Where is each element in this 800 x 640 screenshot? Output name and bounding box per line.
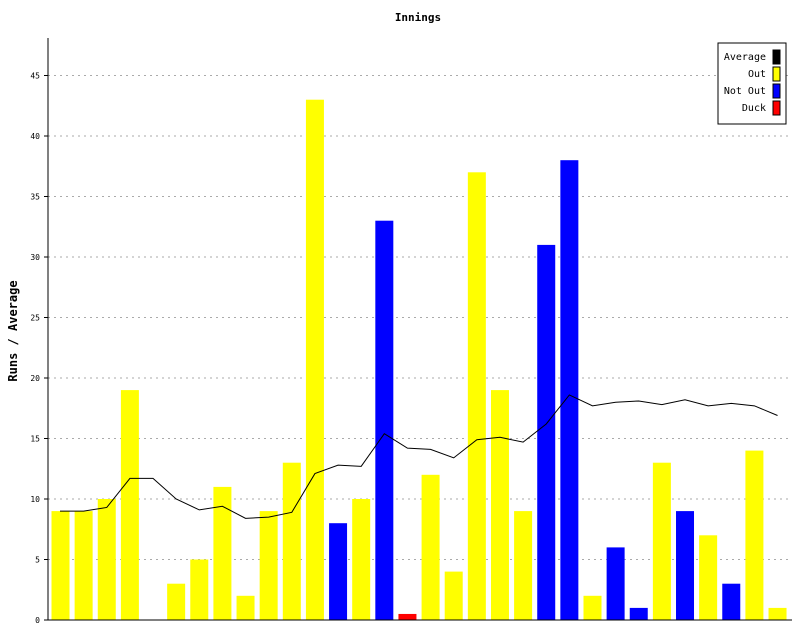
y-tick-label: 5 — [35, 556, 40, 565]
bar-out — [259, 511, 278, 620]
bar-not-out — [329, 523, 348, 620]
bar-not-out — [676, 511, 695, 620]
bar-out — [444, 571, 463, 620]
bar-not-out — [375, 220, 394, 620]
bar-not-out — [722, 583, 741, 620]
bar-out — [699, 535, 718, 620]
y-tick-label: 40 — [30, 132, 40, 141]
axes: 0 5 10 15 20 25 30 35 40 45 — [30, 38, 792, 625]
bar-out — [305, 99, 324, 620]
gridlines — [48, 75, 792, 560]
chart-title: Innings — [395, 11, 441, 24]
legend-label-out: Out — [748, 69, 766, 80]
bar-out — [282, 462, 301, 620]
bar-out — [236, 595, 255, 620]
bar-out — [768, 607, 787, 620]
bar-out — [120, 390, 139, 620]
y-tick-label: 0 — [35, 616, 40, 625]
legend-label-average: Average — [724, 52, 766, 63]
bars — [51, 99, 787, 621]
average-line-group — [60, 394, 778, 519]
legend-swatch-duck — [772, 100, 781, 116]
y-tick-label: 45 — [30, 72, 40, 81]
y-tick-label: 10 — [30, 495, 40, 504]
y-tick-label: 20 — [30, 374, 40, 383]
legend-label-not-out: Not Out — [724, 86, 766, 97]
bar-out — [213, 486, 232, 620]
bar-out — [74, 511, 93, 620]
bar-out — [190, 559, 209, 620]
bar-not-out — [537, 244, 556, 620]
bar-duck — [398, 613, 417, 620]
bar-out — [51, 511, 70, 620]
legend-swatch-not-out — [772, 83, 781, 99]
bar-not-out — [629, 607, 648, 620]
average-line — [60, 394, 778, 519]
legend-label-duck: Duck — [742, 103, 766, 114]
bar-out — [745, 450, 764, 620]
bar-not-out — [560, 160, 579, 620]
y-tick-label: 35 — [30, 193, 40, 202]
bar-out — [652, 462, 671, 620]
bar-out — [583, 595, 602, 620]
bar-out — [467, 172, 486, 621]
bar-out — [514, 511, 533, 620]
legend-swatch-average — [772, 49, 781, 65]
bar-out — [421, 474, 440, 620]
y-tick-label: 25 — [30, 314, 40, 323]
bar-out — [97, 499, 116, 620]
y-tick-label: 30 — [30, 253, 40, 262]
y-tick-label: 15 — [30, 435, 40, 444]
bar-out — [490, 390, 509, 620]
bar-out — [352, 499, 371, 620]
legend-swatch-out — [772, 66, 781, 82]
y-axis-label: Runs / Average — [6, 280, 20, 381]
bar-not-out — [606, 547, 625, 620]
legend: Average Out Not Out Duck — [717, 42, 787, 125]
bar-out — [167, 583, 186, 620]
